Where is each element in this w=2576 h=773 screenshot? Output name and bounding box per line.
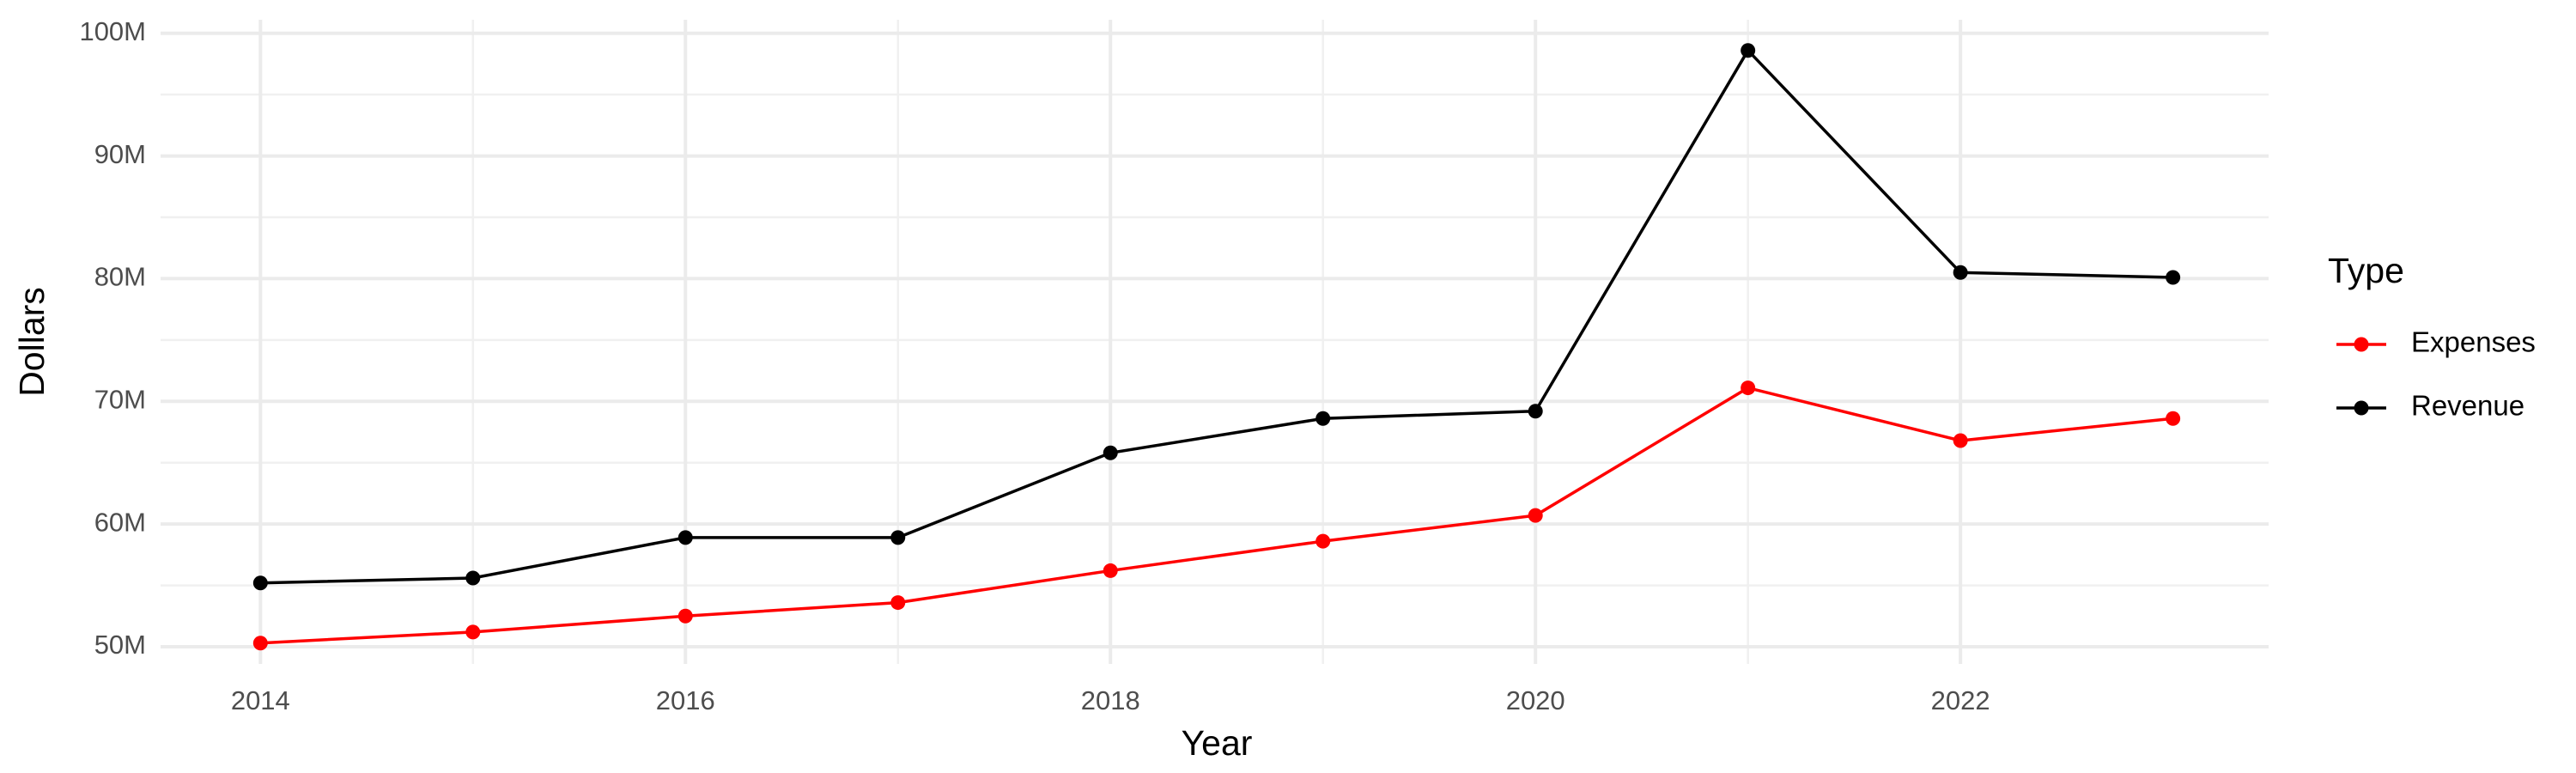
series-line xyxy=(260,47,2173,585)
data-point xyxy=(1953,433,1968,448)
data-point xyxy=(1315,411,1331,426)
legend-marker xyxy=(2354,400,2369,416)
data-point xyxy=(1528,508,1543,523)
y-tick-label: 90M xyxy=(94,139,146,169)
data-point xyxy=(1103,563,1118,578)
y-tick-label: 70M xyxy=(94,384,146,414)
legend-marker xyxy=(2354,337,2369,352)
y-tick-label: 50M xyxy=(94,630,146,660)
x-axis-title: Year xyxy=(1182,723,1253,763)
x-tick-label: 2020 xyxy=(1506,685,1565,715)
data-point xyxy=(465,624,481,640)
data-point xyxy=(2166,411,2181,426)
data-point xyxy=(1528,404,1543,419)
legend-label: Revenue xyxy=(2411,390,2524,422)
data-point xyxy=(465,570,481,586)
y-tick-label: 60M xyxy=(94,507,146,537)
x-tick-label: 2016 xyxy=(656,685,715,715)
x-tick-label: 2022 xyxy=(1931,685,1990,715)
y-tick-label: 100M xyxy=(79,16,146,46)
data-point xyxy=(677,608,693,624)
data-point xyxy=(890,530,906,545)
data-point xyxy=(1741,43,1756,58)
legend-title: Type xyxy=(2328,251,2404,290)
x-tick-label: 2018 xyxy=(1081,685,1140,715)
series-line xyxy=(260,386,2173,645)
data-point xyxy=(1953,265,1968,280)
data-point xyxy=(1315,533,1331,549)
data-point xyxy=(890,595,906,611)
data-point xyxy=(2166,270,2181,285)
data-point xyxy=(252,636,268,651)
legend-label: Expenses xyxy=(2411,326,2536,358)
y-axis-title: Dollars xyxy=(12,287,52,397)
data-point xyxy=(1741,380,1756,396)
data-point xyxy=(677,530,693,545)
x-tick-label: 2014 xyxy=(231,685,290,715)
y-tick-label: 80M xyxy=(94,262,146,292)
data-point xyxy=(1103,445,1118,460)
data-point xyxy=(252,575,268,591)
